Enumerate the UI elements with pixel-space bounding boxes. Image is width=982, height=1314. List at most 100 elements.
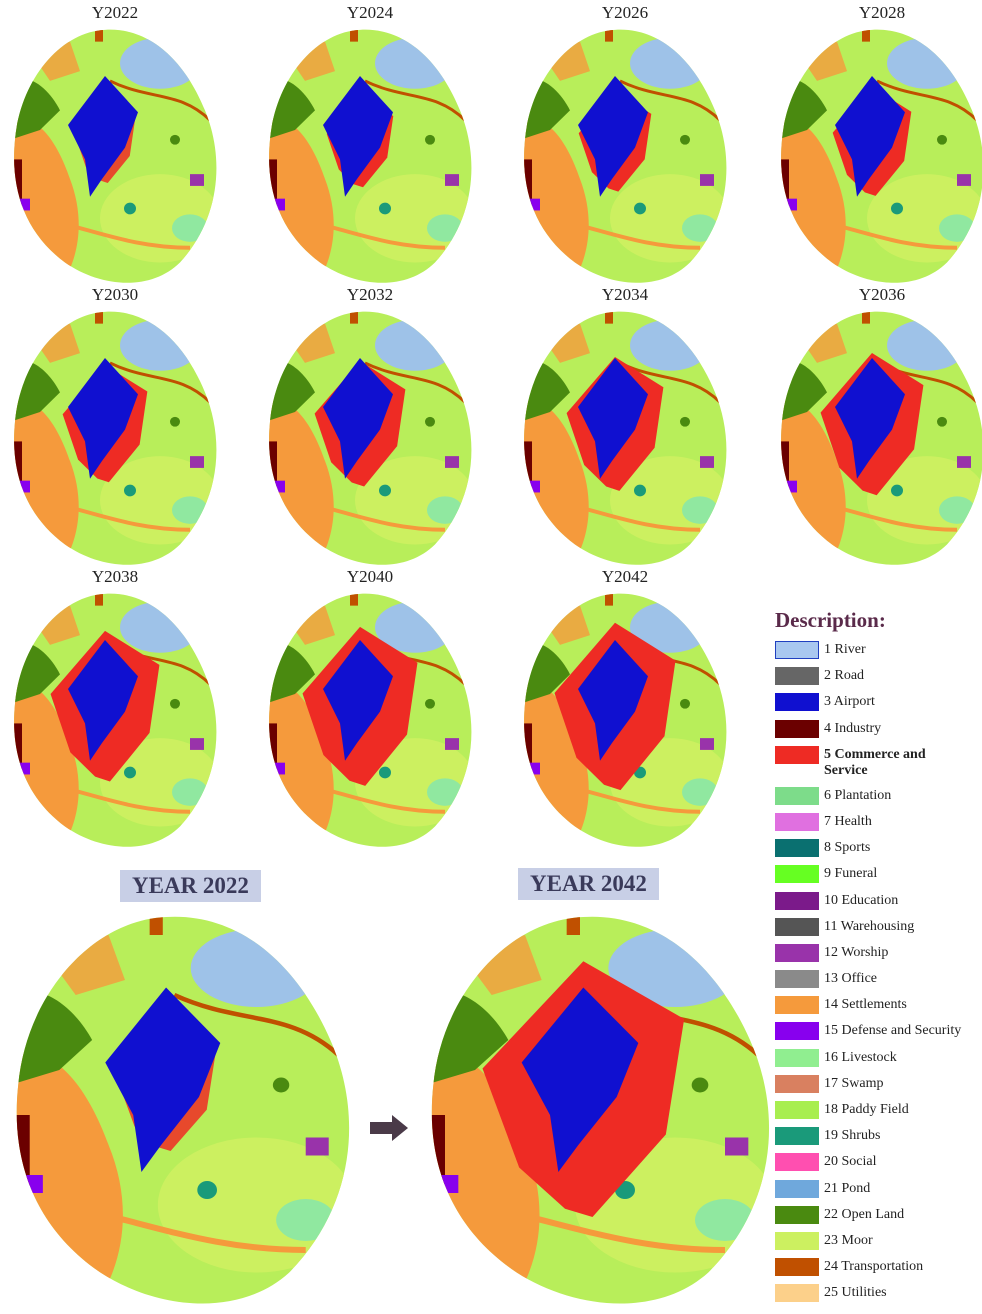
legend-swatch	[775, 892, 819, 910]
map-body	[10, 304, 220, 569]
legend-item: 13 Office	[775, 970, 982, 996]
legend-label: 10 Education	[824, 892, 898, 909]
comparison-label: YEAR 2042	[518, 868, 659, 900]
legend-swatch	[775, 1180, 819, 1198]
year-label: Y2036	[777, 285, 982, 305]
year-label: Y2024	[265, 3, 475, 23]
legend-label: 4 Industry	[824, 720, 881, 737]
legend-item: 1 River	[775, 641, 982, 667]
legend-swatch	[775, 996, 819, 1014]
legend-label: 16 Livestock	[824, 1049, 897, 1066]
comparison-label: YEAR 2022	[120, 870, 261, 902]
legend-label: 25 Utilities	[824, 1284, 887, 1301]
year-label: Y2038	[10, 567, 220, 587]
legend-item: 19 Shrubs	[775, 1127, 982, 1153]
land-use-map	[10, 905, 355, 1310]
legend-label: 12 Worship	[824, 944, 888, 961]
legend-label: 18 Paddy Field	[824, 1101, 909, 1118]
arrow	[368, 1114, 410, 1142]
legend-label: 11 Warehousing	[824, 918, 914, 935]
legend-swatch	[775, 1232, 819, 1250]
map-body	[265, 586, 475, 851]
year-label: Y2034	[520, 285, 730, 305]
legend-item: 14 Settlements	[775, 996, 982, 1022]
legend-item: 12 Worship	[775, 944, 982, 970]
year-label: Y2028	[777, 3, 982, 23]
legend-swatch	[775, 693, 819, 711]
legend-label: 13 Office	[824, 970, 877, 987]
legend-swatch	[775, 865, 819, 883]
map-body	[265, 304, 475, 569]
year-label: Y2040	[265, 567, 475, 587]
legend-item: 15 Defense and Security	[775, 1022, 982, 1048]
legend-swatch	[775, 1153, 819, 1171]
land-use-map	[10, 586, 220, 851]
legend-item: 6 Plantation	[775, 787, 982, 813]
legend-swatch	[775, 918, 819, 936]
legend-label: 6 Plantation	[824, 787, 891, 804]
legend-item: 9 Funeral	[775, 865, 982, 891]
legend-item: 18 Paddy Field	[775, 1101, 982, 1127]
legend-swatch	[775, 787, 819, 805]
land-use-map	[265, 586, 475, 851]
legend-swatch	[775, 1101, 819, 1119]
legend-label: 15 Defense and Security	[824, 1022, 961, 1039]
legend-swatch	[775, 667, 819, 685]
legend-label: 8 Sports	[824, 839, 870, 856]
map-body	[10, 22, 220, 287]
land-use-map	[425, 905, 775, 1310]
legend-item: 11 Warehousing	[775, 918, 982, 944]
legend-label: 7 Health	[824, 813, 872, 830]
land-use-map	[520, 22, 730, 287]
legend-swatch	[775, 1049, 819, 1067]
legend-item: 16 Livestock	[775, 1049, 982, 1075]
legend-swatch	[775, 720, 819, 738]
land-use-map	[520, 586, 730, 851]
year-label: Y2030	[10, 285, 220, 305]
legend-item: 5 Commerce and Service	[775, 746, 982, 787]
legend-label: 17 Swamp	[824, 1075, 884, 1092]
map-body	[10, 586, 220, 851]
map-body	[777, 22, 982, 287]
year-label: Y2022	[10, 3, 220, 23]
map-body	[777, 304, 982, 569]
legend-label: 23 Moor	[824, 1232, 873, 1249]
map-body	[265, 22, 475, 287]
legend-swatch	[775, 1258, 819, 1276]
legend-item: 22 Open Land	[775, 1206, 982, 1232]
legend-swatch	[775, 641, 819, 659]
legend-item: 8 Sports	[775, 839, 982, 865]
year-label: Y2026	[520, 3, 730, 23]
land-use-map	[265, 22, 475, 287]
land-use-map	[777, 304, 982, 569]
legend-title: Description:	[775, 608, 982, 633]
land-use-map	[265, 304, 475, 569]
legend-item: 21 Pond	[775, 1180, 982, 1206]
legend-swatch	[775, 1127, 819, 1145]
year-label: Y2042	[520, 567, 730, 587]
legend-item: 10 Education	[775, 892, 982, 918]
legend-item: 2 Road	[775, 667, 982, 693]
legend-label: 2 Road	[824, 667, 864, 684]
land-use-map	[10, 304, 220, 569]
legend-swatch	[775, 944, 819, 962]
legend-item: 7 Health	[775, 813, 982, 839]
legend-label: 9 Funeral	[824, 865, 877, 882]
legend-swatch	[775, 813, 819, 831]
land-use-map	[777, 22, 982, 287]
year-label: Y2032	[265, 285, 475, 305]
map-body	[520, 586, 730, 851]
legend-swatch	[775, 970, 819, 988]
legend-item: 23 Moor	[775, 1232, 982, 1258]
land-use-map	[10, 22, 220, 287]
legend-swatch	[775, 746, 819, 764]
legend-item: 3 Airport	[775, 693, 982, 719]
legend-label: 1 River	[824, 641, 866, 658]
legend-swatch	[775, 1075, 819, 1093]
legend-label: 14 Settlements	[824, 996, 907, 1013]
legend-label: 20 Social	[824, 1153, 877, 1170]
legend-item: 4 Industry	[775, 720, 982, 746]
legend-item: 24 Transportation	[775, 1258, 982, 1284]
